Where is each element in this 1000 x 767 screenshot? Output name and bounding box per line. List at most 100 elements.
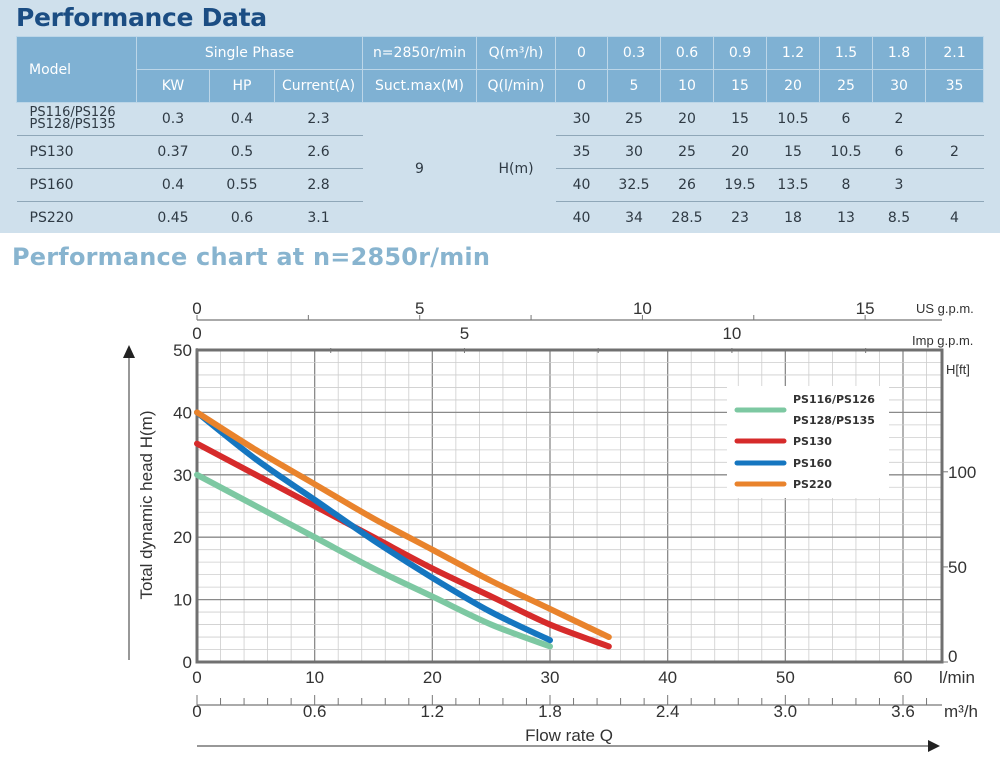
performance-chart: PS116/PS126 PS128/PS135 PS130 PS160 PS220 0 1…	[123, 299, 978, 752]
cell-head: 15	[713, 102, 767, 136]
header-q-lmin-value: 30	[872, 69, 926, 103]
legend-label: PS130	[793, 435, 832, 448]
cell-head: 25	[607, 102, 661, 136]
cell-head: 20	[713, 135, 767, 169]
y-axis-title: Total dynamic head H(m)	[137, 411, 156, 600]
cell-current: 3.1	[307, 210, 330, 226]
x-tick-label-lmin: 30	[541, 668, 560, 687]
header-q-lmin-value: 35	[925, 69, 984, 103]
y-tick-label: 0	[183, 653, 192, 672]
cell-head: 30	[607, 135, 661, 169]
x-tick-label-m3h: 3.6	[891, 702, 915, 721]
cell-head-label: H(m)	[498, 160, 534, 177]
y2-tick-label: 100	[948, 463, 976, 482]
cell-head: 18	[784, 210, 802, 226]
legend-label: PS220	[793, 478, 832, 491]
x-tick-label-m3h: 0	[192, 702, 201, 721]
header-single-phase: Single Phase	[136, 36, 363, 70]
y-axis-arrowhead-icon	[123, 345, 135, 358]
top-axis-imp-title: Imp g.p.m.	[912, 333, 973, 348]
x-tick-label-lmin: 60	[894, 668, 913, 687]
x-tick-label-m3h: 0.6	[303, 702, 327, 721]
cell-head: 6	[872, 135, 926, 169]
chart-curves	[194, 409, 612, 650]
cell-head: 32.5	[607, 168, 661, 202]
x-axis-title: Flow rate Q	[525, 726, 613, 745]
x-tick-label-lmin: 40	[658, 668, 677, 687]
cell-head: 6	[819, 102, 873, 136]
x-tick-label-lmin: 50	[776, 668, 795, 687]
cell-head: 40	[572, 210, 591, 226]
table-row: PS116/PS126 PS128/PS135 0.3 0.4 2.3 9 H(m…	[16, 102, 984, 177]
x-tick-label-m3h: 1.8	[538, 702, 562, 721]
cell-head: 13.5	[766, 168, 820, 202]
curve-ps116-ps126	[194, 471, 553, 650]
header-q-lmin-value: 10	[660, 69, 714, 103]
header-q-m3h-value: 1.2	[766, 36, 820, 70]
y2-tick-label: 0	[948, 647, 957, 666]
curve-ps220	[194, 409, 612, 641]
y-tick-label: 40	[173, 403, 192, 422]
model-line1: PS116/PS126	[29, 105, 116, 120]
top-tick-label-imp: 0	[192, 324, 201, 343]
y2-tick-label: 50	[948, 558, 967, 577]
header-q-lmin-value: 0	[555, 69, 608, 103]
cell-head: 30	[555, 102, 608, 136]
cell-suct-max: 9	[415, 160, 424, 177]
y-tick-label: 30	[173, 466, 192, 485]
header-hp: HP	[209, 69, 275, 103]
cell-hp: 0.5	[209, 135, 275, 169]
page-title: Performance Data	[16, 3, 267, 32]
cell-head: 19.5	[713, 168, 767, 202]
cell-head: 10.5	[819, 135, 873, 169]
cell-model: PS220	[29, 210, 74, 226]
header-q-lmin-value: 25	[819, 69, 873, 103]
y-tick-label: 50	[173, 341, 192, 360]
header-suct-max: Suct.max(M)	[362, 69, 477, 103]
cell-head: 8	[819, 168, 873, 202]
cell-head	[925, 102, 984, 136]
header-q-lmin: Q(l/min)	[476, 69, 556, 103]
cell-head: 34	[625, 210, 643, 226]
cell-head: 40	[555, 168, 608, 202]
x-unit-m3h: m³/h	[944, 702, 978, 721]
y2-axis-title: H[ft]	[946, 362, 970, 377]
cell-kw: 0.3	[136, 102, 210, 136]
cell-model: PS160	[16, 168, 137, 202]
top-tick-label-imp: 10	[722, 324, 741, 343]
cell-head: 20	[660, 102, 714, 136]
x-tick-label-lmin: 20	[423, 668, 442, 687]
cell-kw: 0.4	[136, 168, 210, 202]
plot-frame	[195, 348, 944, 664]
cell-head: 23	[731, 210, 749, 226]
legend-label: PS116/PS126	[793, 393, 875, 406]
header-q-lmin-value: 5	[607, 69, 661, 103]
table-row: PS160 0.4 0.55 2.8 40 32.5 26 19.5 13.5 …	[16, 168, 984, 202]
header-speed: n=2850r/min	[362, 36, 477, 70]
x-axis-arrowhead-icon	[928, 740, 940, 752]
cell-head: 25	[660, 135, 714, 169]
cell-head: 8.5	[887, 210, 911, 226]
cell-model: PS130	[16, 135, 137, 169]
top-tick-label-imp: 5	[460, 324, 469, 343]
chart-axes	[123, 315, 948, 752]
cell-model: PS116/PS126 PS128/PS135	[16, 102, 137, 136]
x-tick-label-m3h: 1.2	[421, 702, 445, 721]
header-q-m3h-value: 0.3	[607, 36, 661, 70]
top-axis-us-title: US g.p.m.	[916, 301, 974, 316]
top-tick-label-us: 0	[192, 299, 201, 318]
cell-head: 2	[925, 135, 984, 169]
cell-head: 2	[872, 102, 926, 136]
cell-head: 26	[660, 168, 714, 202]
chart-legend: PS116/PS126 PS128/PS135 PS130 PS160 PS220	[727, 386, 889, 498]
cell-head: 28.5	[671, 210, 703, 226]
header-model: Model	[16, 36, 137, 103]
cell-head: 35	[555, 135, 608, 169]
chart-title: Performance chart at n=2850r/min	[12, 243, 491, 271]
x-tick-label-m3h: 2.4	[656, 702, 680, 721]
cell-head: 15	[766, 135, 820, 169]
curve-ps160	[194, 409, 553, 644]
x-tick-label-m3h: 3.0	[774, 702, 798, 721]
cell-hp: 0.4	[209, 102, 275, 136]
